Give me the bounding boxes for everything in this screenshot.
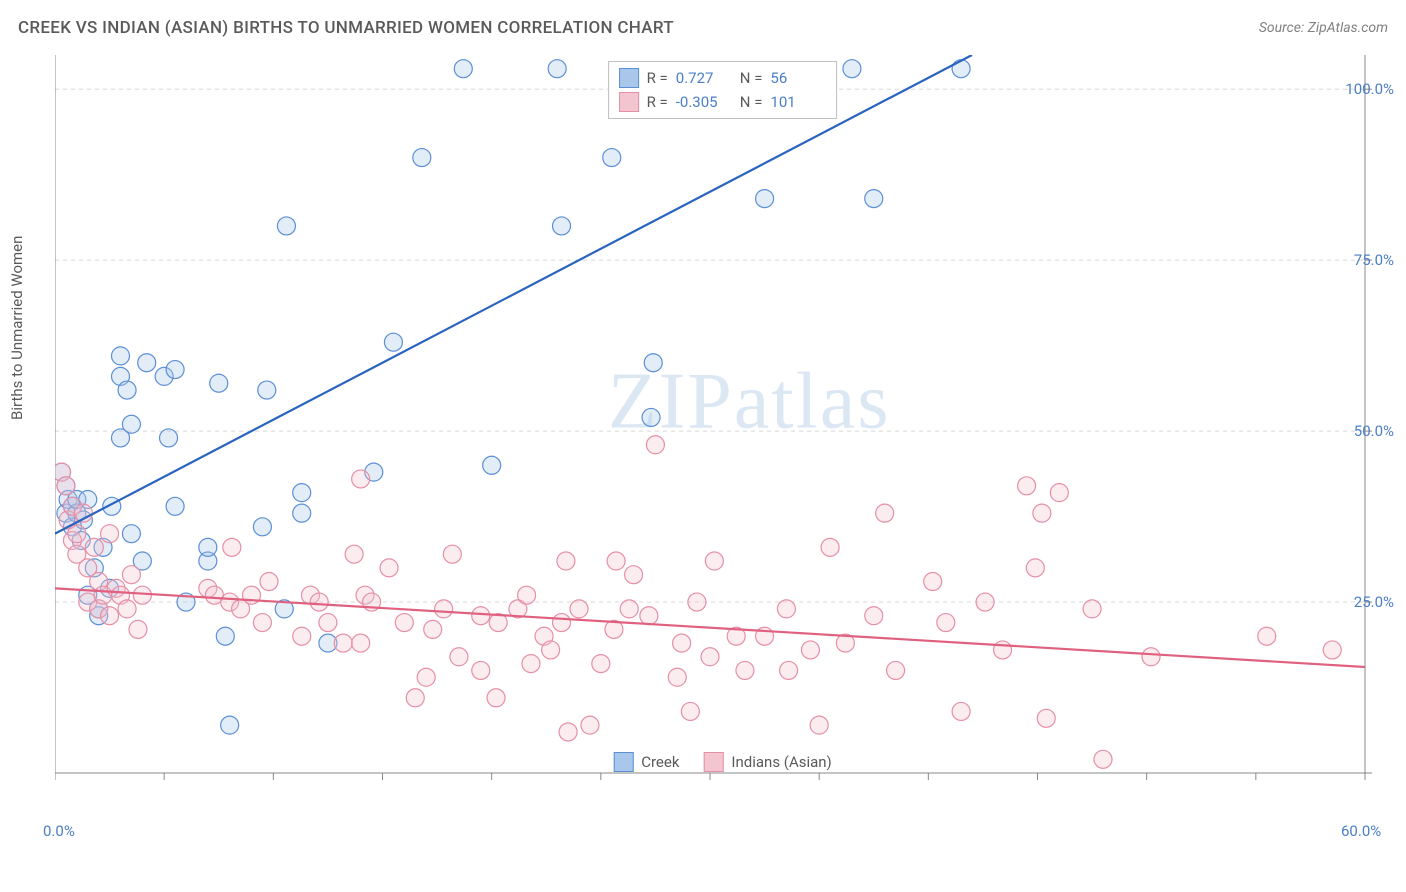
legend-item-indians: Indians (Asian) xyxy=(703,752,831,772)
y-tick-label: 100.0% xyxy=(1345,80,1394,98)
chart-container: CREEK VS INDIAN (ASIAN) BIRTHS TO UNMARR… xyxy=(0,0,1406,892)
chart-title: CREEK VS INDIAN (ASIAN) BIRTHS TO UNMARR… xyxy=(18,18,674,38)
legend-label-creek: Creek xyxy=(641,753,679,771)
y-tick-label: 75.0% xyxy=(1354,251,1394,269)
x-tick-label: 60.0% xyxy=(1341,822,1381,840)
n-label: N = xyxy=(740,93,763,111)
r-label: R = xyxy=(647,69,668,87)
n-value-creek: 56 xyxy=(770,69,826,87)
n-label: N = xyxy=(740,69,763,87)
r-value-creek: 0.727 xyxy=(676,69,732,87)
n-value-indians: 101 xyxy=(770,93,826,111)
swatch-creek-icon xyxy=(619,68,639,88)
swatch-indians-icon xyxy=(703,752,723,772)
r-value-indians: -0.305 xyxy=(676,93,732,111)
correlation-legend: R = 0.727 N = 56 R = -0.305 N = 101 xyxy=(608,61,838,119)
source-attribution: Source: ZipAtlas.com xyxy=(1259,20,1388,36)
swatch-creek-icon xyxy=(613,752,633,772)
chart-area: ZIPatlas R = 0.727 N = 56 R = -0.305 N =… xyxy=(55,55,1390,810)
x-tick-label: 0.0% xyxy=(43,822,75,840)
y-tick-label: 50.0% xyxy=(1354,422,1394,440)
series-legend: Creek Indians (Asian) xyxy=(613,752,832,772)
y-axis-title: Births to Unmarried Women xyxy=(8,236,26,420)
y-tick-label: 25.0% xyxy=(1354,593,1394,611)
legend-label-indians: Indians (Asian) xyxy=(731,753,831,771)
legend-item-creek: Creek xyxy=(613,752,679,772)
correlation-row-creek: R = 0.727 N = 56 xyxy=(619,66,827,90)
scatter-plot xyxy=(55,55,1390,810)
r-label: R = xyxy=(647,93,668,111)
correlation-row-indians: R = -0.305 N = 101 xyxy=(619,90,827,114)
swatch-indians-icon xyxy=(619,92,639,112)
header: CREEK VS INDIAN (ASIAN) BIRTHS TO UNMARR… xyxy=(18,18,1388,38)
